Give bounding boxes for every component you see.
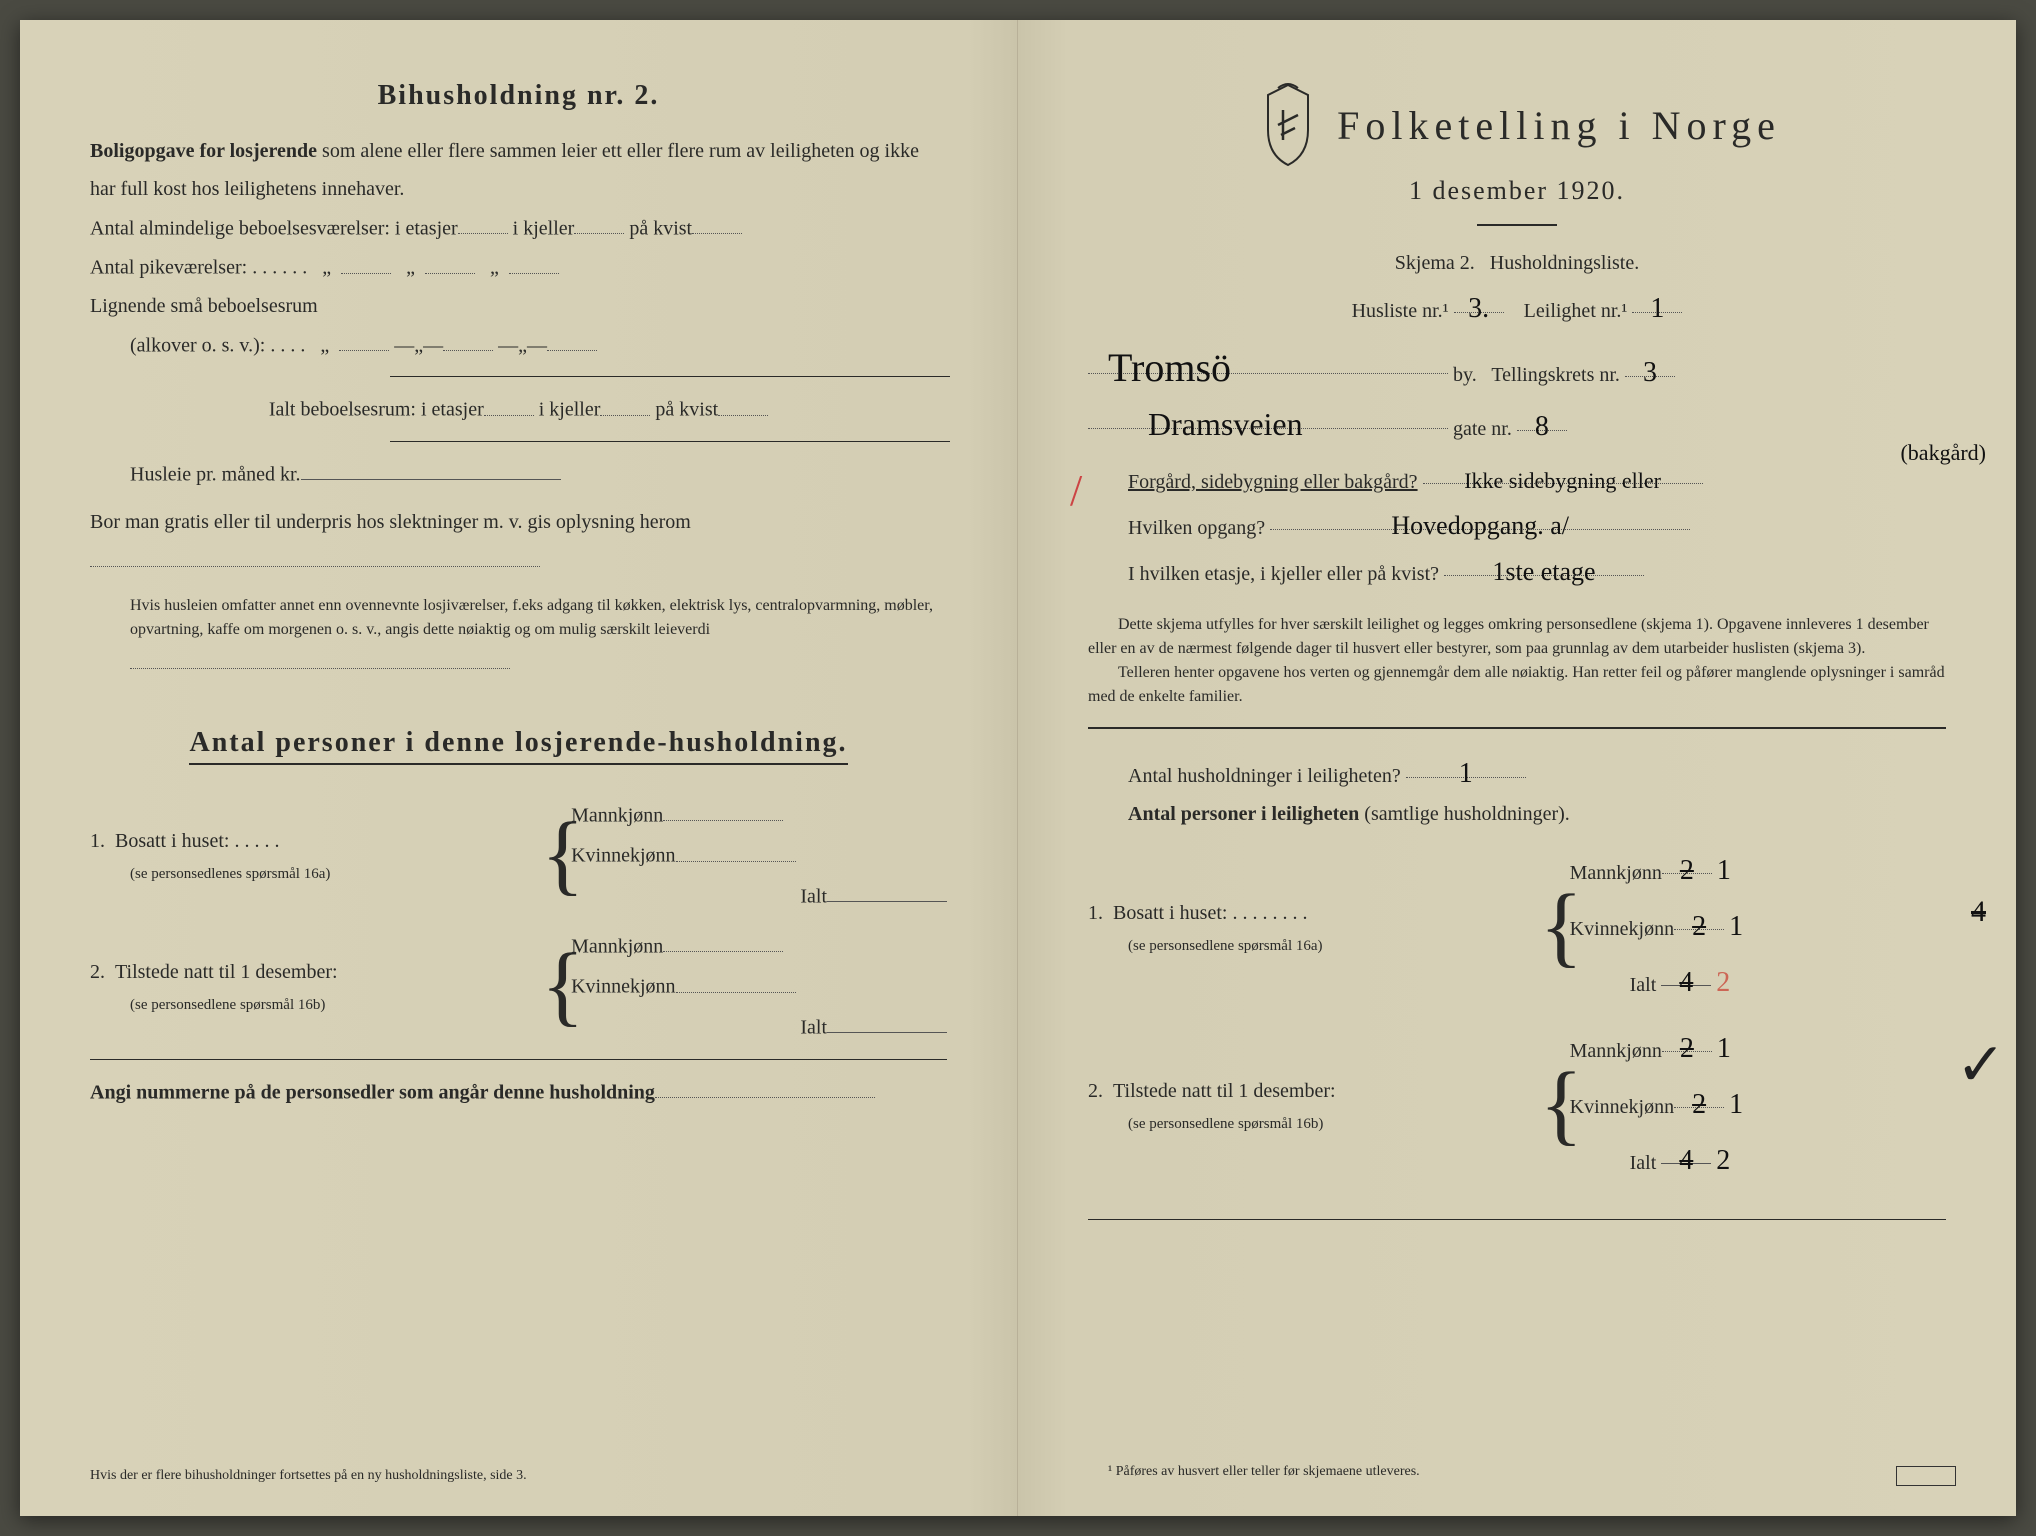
left-q1: 1. Bosatt i huset: . . . . . (se persons… [90, 795, 947, 916]
skjema: Skjema 2. Husholdningsliste. [1088, 244, 1946, 282]
husliste-val: 3. [1454, 282, 1504, 313]
antal-pers: Antal personer i leiligheten (samtlige h… [1128, 795, 1946, 833]
right-footnote: ¹ Påføres av husvert eller teller før sk… [1108, 1459, 1420, 1486]
main-title: Folketelling i Norge [1337, 102, 1781, 149]
right-q2: 2. Tilstede natt til 1 desember: (se per… [1088, 1021, 1946, 1189]
brace-icon: { [1540, 882, 1570, 972]
husleie-note: Hvis husleien omfatter annet enn ovennev… [130, 594, 947, 676]
fill [574, 208, 624, 234]
crest-icon [1253, 80, 1323, 170]
persons-title: Antal personer i denne losjerende-hushol… [189, 727, 847, 765]
angi: Angi nummerne på de personsedler som ang… [90, 1072, 947, 1111]
margin-4: 4 [1971, 895, 1986, 929]
opgang: Hvilken opgang? Hovedopgang. a/ [1128, 501, 1946, 547]
left-q2: 2. Tilstede natt til 1 desember: (se per… [90, 926, 947, 1047]
corr: 1 [1717, 1033, 1731, 1064]
left-title: Bihusholdning nr. 2. [90, 80, 947, 112]
rooms2: Antal pikeværelser: . . . . . . „ „ „ [90, 247, 947, 286]
date: 1 desember 1920. [1088, 176, 1946, 206]
leilighet-val: 1 [1632, 282, 1682, 313]
intro-para: Boligopgave for losjerende som alene ell… [90, 132, 947, 208]
by-line: Tromsö by. Tellingskrets nr. 3 [1088, 330, 1946, 394]
etasje-val: 1ste etage [1444, 547, 1644, 576]
rooms1: Antal almindelige beboelsesværelser: i e… [90, 208, 947, 247]
right-q1: 1. Bosatt i huset: . . . . . . . . (se p… [1088, 843, 1946, 1011]
corr: 2 [1716, 1145, 1730, 1176]
corr: 1 [1729, 911, 1743, 942]
husleie: Husleie pr. måned kr. [130, 454, 947, 493]
instr1: Dette skjema utfylles for hver særskilt … [1088, 613, 1946, 661]
corr: 1 [1729, 1089, 1743, 1120]
gate-val: Dramsveien [1088, 394, 1448, 429]
opgang-val: Hovedopgang. a/ [1270, 501, 1690, 530]
rooms-total: Ialt beboelsesrum: i etasjer i kjeller p… [90, 389, 947, 428]
gate-line: Dramsveien gate nr. 8 [1088, 394, 1946, 448]
fill [458, 208, 508, 234]
printer-stamp [1896, 1466, 1956, 1486]
brace-icon: { [541, 810, 571, 900]
check-mark: ✓ [1956, 1030, 2006, 1100]
rooms3b: (alkover o. s. v.): . . . . „ —„— —„— [130, 325, 947, 364]
etasje: I hvilken etasje, i kjeller eller på kvi… [1128, 547, 1946, 593]
corr: 2 [1716, 967, 1730, 998]
header: Folketelling i Norge 1 desember 1920. [1088, 80, 1946, 226]
krets-val: 3 [1625, 346, 1675, 377]
antal-hush-val: 1 [1406, 747, 1526, 778]
right-page: Folketelling i Norge 1 desember 1920. Sk… [1018, 20, 2016, 1516]
gratis: Bor man gratis eller til underpris hos s… [90, 503, 947, 580]
rooms3a: Lignende små beboelsesrum [90, 287, 947, 325]
margin-slash: / [1070, 465, 1082, 516]
corr: 1 [1717, 855, 1731, 886]
margin-note: (bakgård) [1900, 440, 1986, 466]
instr2: Telleren henter opgavene hos verten og g… [1088, 661, 1946, 709]
forgard: Forgård, sidebygning eller bakgård? Ikke… [1128, 460, 1946, 501]
husliste-line: Husliste nr.¹ 3. Leilighet nr.¹ 1 [1088, 282, 1946, 330]
document-spread: Bihusholdning nr. 2. Boligopgave for los… [20, 20, 2016, 1516]
by-val: Tromsö [1088, 330, 1448, 374]
gate-nr: 8 [1517, 400, 1567, 431]
brace-icon: { [541, 941, 571, 1031]
intro-bold: Boligopgave for losjerende [90, 140, 317, 162]
brace-icon: { [1540, 1060, 1570, 1150]
left-footer: Hvis der er flere bihusholdninger fortse… [90, 1465, 947, 1486]
fill [692, 208, 742, 234]
left-page: Bihusholdning nr. 2. Boligopgave for los… [20, 20, 1018, 1516]
forgard-val: Ikke sidebygning eller [1423, 460, 1703, 484]
antal-hush: Antal husholdninger i leiligheten? 1 [1128, 747, 1946, 795]
